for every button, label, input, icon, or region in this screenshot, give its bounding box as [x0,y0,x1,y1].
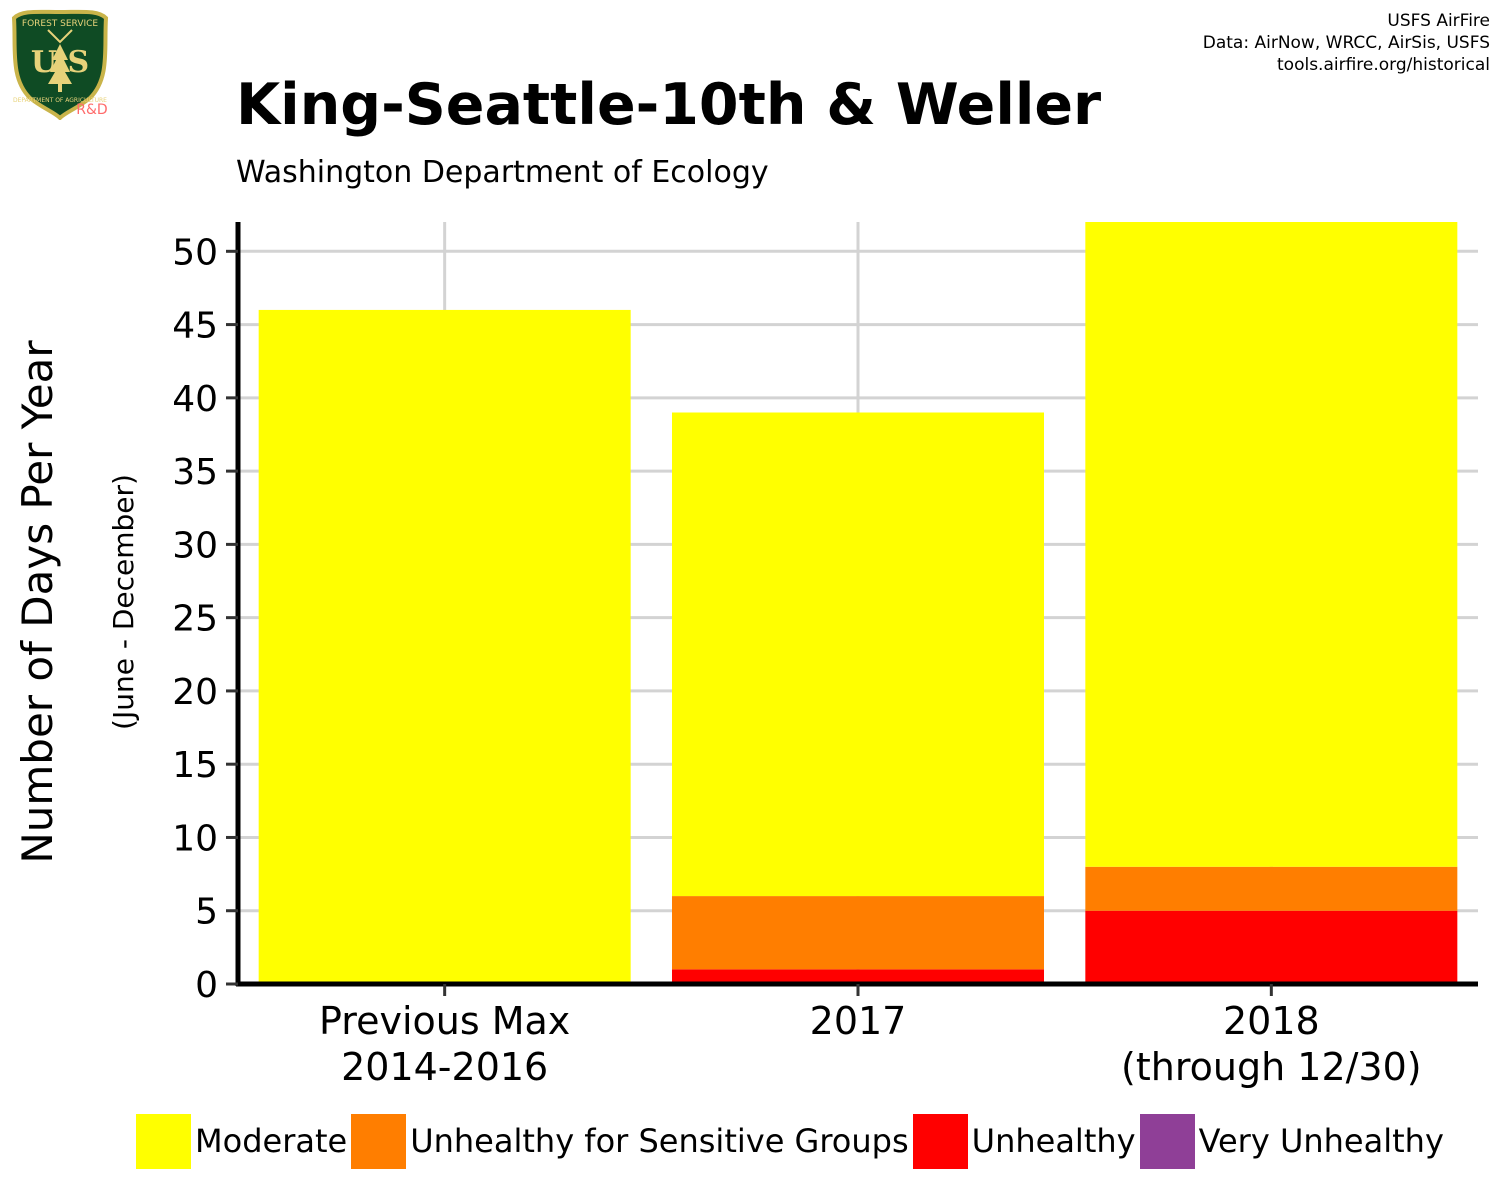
credit-line: Data: AirNow, WRCC, AirSis, USFS [1202,33,1490,53]
credit-line: tools.airfire.org/historical [1277,55,1490,75]
usfs-logo: FOREST SERVICE U S DEPARTMENT OF AGRICUL… [11,9,109,120]
x-tick-label: 2017 [810,999,907,1043]
y-tick-label: 5 [195,892,218,933]
x-tick-label: 2014-2016 [341,1045,548,1089]
credits: USFS AirFire Data: AirNow, WRCC, AirSis,… [1203,10,1490,76]
legend: Moderate Unhealthy for Sensitive Groups … [136,1113,1448,1169]
bar-segment [1085,866,1458,911]
legend-swatch [1139,1113,1195,1169]
bar-segment [1085,910,1458,984]
logo-top-text: FOREST SERVICE [22,19,99,29]
y-tick-label: 20 [172,672,218,713]
legend-swatch [912,1113,968,1169]
bar-segment [258,309,631,984]
x-tick-label: 2018 [1223,999,1320,1043]
y-tick-label: 15 [172,745,218,786]
legend-item-usg: Unhealthy for Sensitive Groups [351,1113,909,1169]
bar-segment [672,896,1044,970]
legend-item-moderate: Moderate [136,1113,348,1169]
y-tick-label: 10 [172,818,218,859]
y-tick-label: 40 [172,379,218,420]
chart-title: King-Seattle-10th & Weller [236,72,1102,138]
bars [258,222,1458,984]
legend-label: Unhealthy [971,1122,1136,1160]
bar-segment [672,412,1044,897]
y-tick-label: 30 [172,525,218,566]
tick-labels: 0 5 10 15 20 25 30 35 40 45 50 Previous Max2014-201… [172,232,1421,1089]
logo-rd-text: R&D [76,102,107,118]
bar-chart: 0 5 10 15 20 25 30 35 40 45 50 Previous Max2014-201… [13,222,1478,1089]
y-tick-label: 45 [172,306,218,347]
legend-swatch [136,1113,191,1169]
x-tick-label: (through 12/30) [1121,1045,1422,1089]
bar-segment [1085,222,1458,867]
tree-icon [48,44,72,92]
bar-segment [672,969,1044,984]
legend-label: Unhealthy for Sensitive Groups [410,1122,909,1160]
y-tick-label: 35 [172,452,218,493]
logo-bottom-text: DEPARTMENT OF AGRICULTURE [13,97,107,104]
credit-line: USFS AirFire [1387,11,1490,31]
legend-swatch [351,1113,407,1169]
y-tick-label: 0 [195,965,218,1006]
y-axis-label: Number of Days Per Year [13,340,62,864]
legend-item-unhealthy: Unhealthy [912,1113,1136,1169]
y-tick-label: 50 [172,232,218,273]
y-axis-sublabel: (June - December) [107,474,140,730]
legend-label: Moderate [195,1122,348,1160]
chart-subtitle: Washington Department of Ecology [236,155,769,190]
x-tick-label: Previous Max [319,999,570,1043]
legend-label: Very Unhealthy [1198,1122,1444,1160]
y-tick-label: 25 [172,599,218,640]
legend-item-very-unhealthy: Very Unhealthy [1139,1113,1444,1169]
